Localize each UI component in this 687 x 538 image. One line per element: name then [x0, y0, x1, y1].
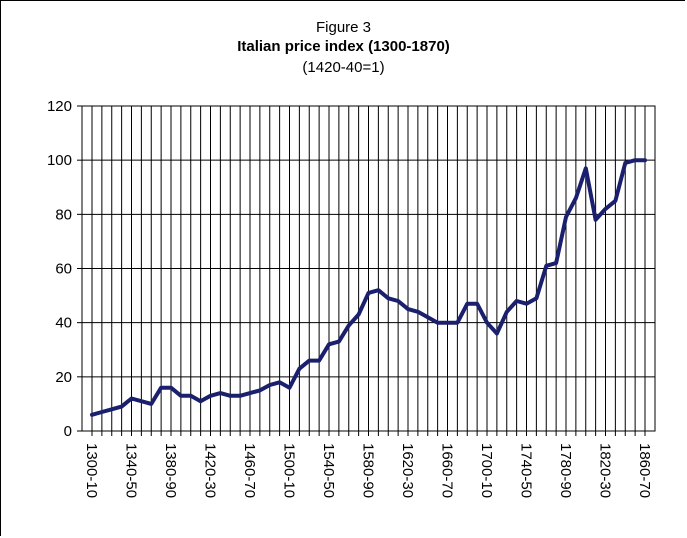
x-tick-label: 1540-50	[320, 443, 337, 498]
x-tick-label: 1740-50	[518, 443, 535, 498]
x-tick-label: 1460-70	[241, 443, 258, 498]
chart-title: Italian price index (1300-1870)	[237, 38, 450, 55]
y-tick-label: 80	[55, 206, 72, 223]
x-tick-label: 1700-10	[478, 443, 495, 498]
y-tick-label: 0	[64, 423, 72, 440]
x-tick-label: 1660-70	[439, 443, 456, 498]
chart-subtitle: (1420-40=1)	[302, 59, 385, 76]
x-tick-label: 1420-30	[202, 443, 219, 498]
x-tick-label: 1500-10	[281, 443, 298, 498]
x-tick-label: 1380-90	[162, 443, 179, 498]
x-tick-label: 1620-30	[399, 443, 416, 498]
x-tick-label: 1580-90	[360, 443, 377, 498]
grid-lines	[82, 105, 655, 432]
x-tick-label: 1300-10	[83, 443, 100, 498]
chart-titles: Figure 3 Italian price index (1300-1870)…	[0, 18, 687, 78]
series-group	[90, 158, 647, 417]
y-tick-label: 20	[55, 369, 72, 386]
y-tick-label: 100	[47, 152, 72, 169]
figure-label: Figure 3	[315, 19, 372, 36]
series-line-price-index	[90, 158, 647, 417]
x-tick-label: 1340-50	[123, 443, 140, 498]
y-tick-label: 40	[55, 315, 72, 332]
y-tick-label: 60	[55, 261, 72, 278]
x-tick-label: 1780-90	[557, 443, 574, 498]
x-axis-ticks: 1300-10 1340-50 1380-90 1420-30 1460-70 1500-…	[83, 431, 653, 498]
x-tick-label: 1820-30	[597, 443, 614, 498]
x-tick-label: 1860-70	[636, 443, 653, 498]
y-tick-label: 120	[47, 98, 72, 115]
y-axis-ticks: 0 20 40 60 80 100 120	[47, 98, 82, 440]
